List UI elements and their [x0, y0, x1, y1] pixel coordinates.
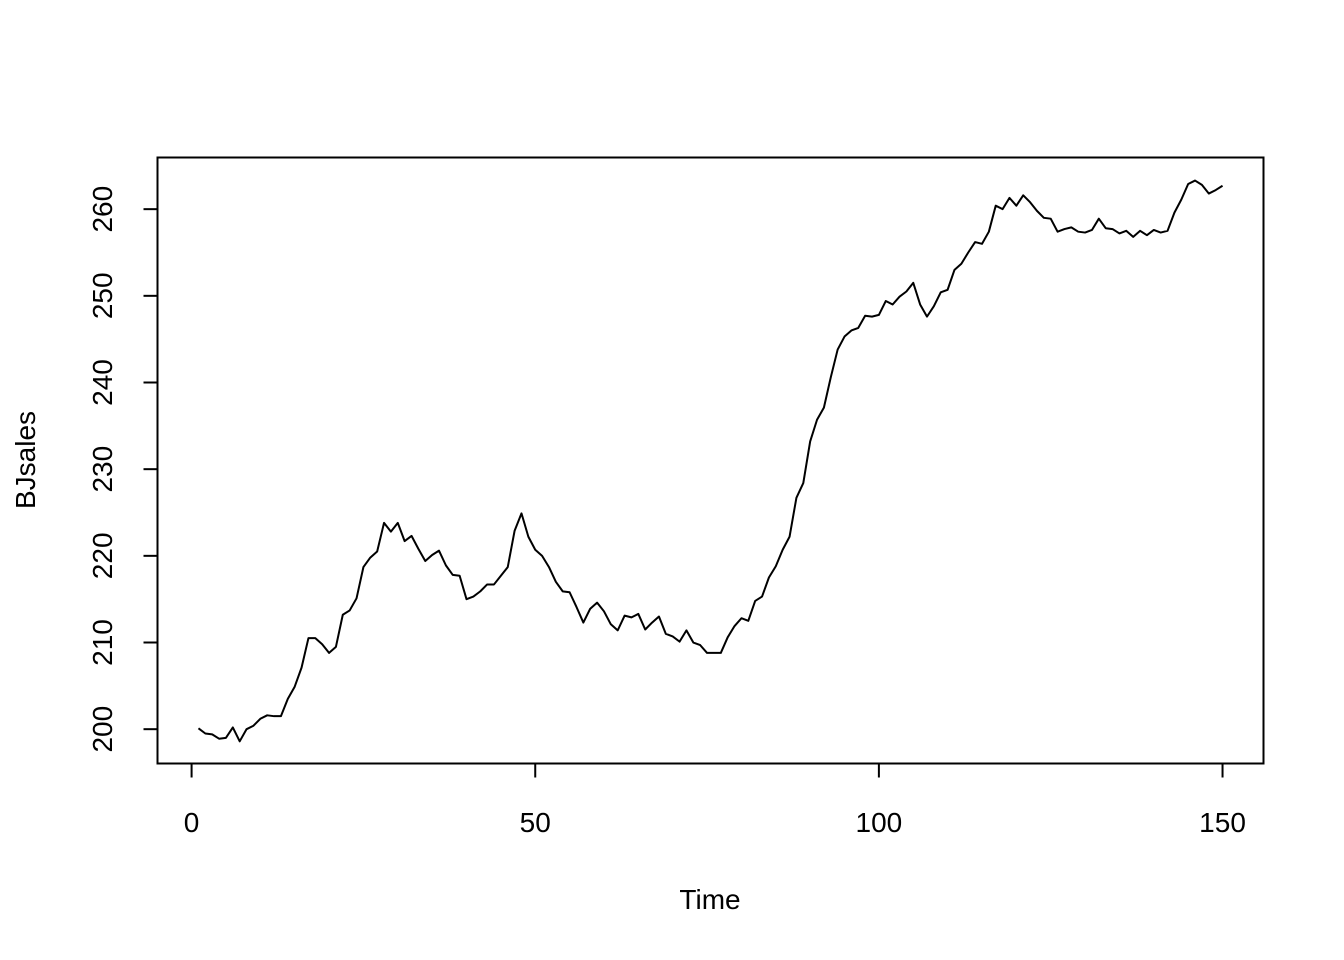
y-tick-label: 240	[87, 359, 118, 406]
x-tick-label: 100	[856, 807, 903, 838]
x-axis-title: Time	[679, 884, 740, 915]
y-tick-label: 220	[87, 532, 118, 579]
y-axis: 200 210 220 230 240 250 260	[87, 186, 159, 753]
series-line-bjsales	[197, 179, 1224, 743]
y-tick-label: 260	[87, 186, 118, 233]
x-tick-label: 50	[520, 807, 551, 838]
y-tick-label: 230	[87, 446, 118, 493]
y-tick-label: 210	[87, 619, 118, 666]
x-axis: 0 50 100 150	[184, 762, 1246, 838]
y-axis-title: BJsales	[10, 411, 41, 509]
x-tick-label: 0	[184, 807, 200, 838]
y-tick-label: 200	[87, 706, 118, 753]
x-tick-label: 150	[1199, 807, 1246, 838]
y-tick-label: 250	[87, 272, 118, 319]
